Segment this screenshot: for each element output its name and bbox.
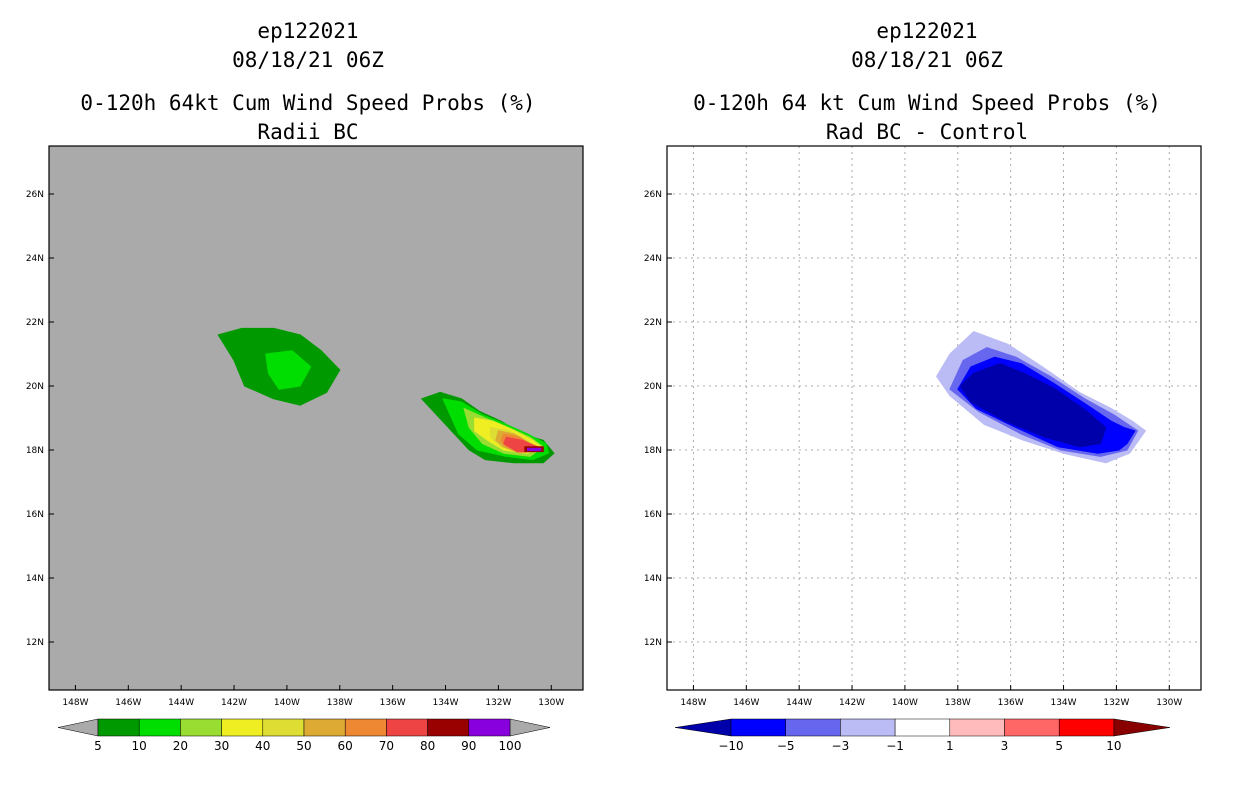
header-line-2: 08/18/21 06Z (232, 48, 384, 72)
y-tick-label: 16N (644, 510, 662, 520)
colorbar-swatch (180, 718, 222, 737)
x-tick-label: 144W (168, 698, 194, 708)
colorbar-label: −1 (886, 739, 904, 753)
header-line-2: 08/18/21 06Z (851, 48, 1003, 72)
panel-left: ep122021 08/18/21 06Z 0-120h 64kt Cum Wi… (26, 19, 584, 753)
plot-frame (48, 145, 584, 691)
colorbar-label: −3 (832, 739, 850, 753)
colorbar-label: 90 (461, 739, 476, 753)
chart-title: 0-120h 64kt Cum Wind Speed Probs (%) (80, 91, 535, 115)
x-tick-label: 130W (1156, 698, 1182, 708)
colorbar-swatch (262, 718, 305, 737)
colorbar-swatch (303, 718, 346, 737)
colorbar-swatch (468, 718, 511, 737)
y-tick-label: 14N (644, 574, 662, 584)
chart-subtitle: Radii BC (257, 120, 358, 144)
chart-subtitle: Rad BC - Control (826, 120, 1028, 144)
colorbar-swatch (840, 718, 896, 737)
colorbar: −10 −5 −3 −1 1 3 5 10 (674, 718, 1170, 753)
plot-background (49, 146, 583, 690)
x-tick-label: 136W (998, 698, 1024, 708)
x-tick-label: 134W (432, 698, 458, 708)
colorbar-swatch (427, 718, 470, 737)
colorbar-end-triangle (674, 718, 732, 737)
y-tick-label: 26N (26, 190, 44, 200)
y-tick-label: 12N (26, 638, 44, 648)
x-tick-label: 140W (892, 698, 918, 708)
colorbar-label: 3 (1001, 739, 1009, 753)
x-tick-label: 138W (327, 698, 353, 708)
y-tick-label: 16N (26, 510, 44, 520)
colorbar-label: 70 (379, 739, 394, 753)
contour-region (959, 363, 1107, 448)
contour-region (265, 350, 312, 390)
header-line-1: ep122021 (257, 19, 358, 43)
y-tick-label: 24N (644, 254, 662, 264)
x-tick-label: 140W (274, 698, 300, 708)
x-tick-label: 138W (945, 698, 971, 708)
x-tick-label: 130W (538, 698, 564, 708)
x-tick-label: 148W (62, 698, 88, 708)
colorbar-label: 5 (1055, 739, 1063, 753)
colorbar-swatch (1004, 718, 1060, 737)
y-tick-label: 22N (644, 318, 662, 328)
y-tick-label: 26N (644, 190, 662, 200)
colorbar-label: 60 (338, 739, 353, 753)
colorbar-end-triangle (1113, 718, 1170, 737)
colorbar-label: −10 (718, 739, 743, 753)
colorbar-swatch (221, 718, 264, 737)
y-tick-label: 20N (644, 382, 662, 392)
y-tick-label: 20N (26, 382, 44, 392)
y-tick-label: 18N (644, 446, 662, 456)
x-tick-label: 134W (1050, 698, 1076, 708)
header-line-1: ep122021 (876, 19, 977, 43)
colorbar-label: 30 (214, 739, 229, 753)
contour-region (527, 447, 542, 452)
colorbar-label: 5 (94, 739, 102, 753)
colorbar-swatch (138, 718, 181, 737)
x-tick-label: 132W (1103, 698, 1129, 708)
colorbar-swatch (894, 718, 951, 737)
colorbar-swatch (785, 718, 841, 737)
x-tick-label: 148W (680, 698, 706, 708)
colorbar-swatch (1058, 718, 1115, 737)
y-tick-label: 12N (644, 638, 662, 648)
y-tick-label: 22N (26, 318, 44, 328)
colorbar-label: 80 (420, 739, 435, 753)
colorbar-label: 1 (946, 739, 954, 753)
colorbar: 5 10 20 30 40 50 60 70 80 90 100 (57, 718, 551, 753)
x-tick-label: 144W (786, 698, 812, 708)
colorbar-label: 20 (173, 739, 188, 753)
colorbar-label: 50 (296, 739, 311, 753)
plot-frame (666, 145, 1202, 691)
y-tick-label: 18N (26, 446, 44, 456)
colorbar-end-triangle (57, 718, 99, 737)
y-tick-label: 14N (26, 574, 44, 584)
x-tick-label: 132W (485, 698, 511, 708)
colorbar-label: −5 (777, 739, 795, 753)
colorbar-swatch (344, 718, 387, 737)
colorbar-label: 40 (255, 739, 270, 753)
colorbar-swatch (949, 718, 1005, 737)
x-tick-label: 146W (115, 698, 141, 708)
x-tick-label: 142W (839, 698, 865, 708)
contour-regions (936, 331, 1146, 464)
axes: 148W 146W 144W 142W 140W 138W 136W 134W 132W 130W… (26, 190, 565, 708)
contour-regions (217, 327, 555, 464)
x-tick-label: 146W (733, 698, 759, 708)
x-tick-label: 136W (380, 698, 406, 708)
chart-title: 0-120h 64 kt Cum Wind Speed Probs (%) (693, 91, 1161, 115)
x-tick-label: 142W (221, 698, 247, 708)
colorbar-swatch (97, 718, 140, 737)
colorbar-label: 100 (499, 739, 522, 753)
y-tick-label: 24N (26, 254, 44, 264)
axes: 148W 146W 144W 142W 140W 138W 136W 134W 132W 130W… (644, 190, 1183, 708)
colorbar-swatch (386, 718, 428, 737)
panel-right: ep122021 08/18/21 06Z 0-120h 64 kt Cum W… (644, 19, 1202, 753)
colorbar-end-triangle (509, 718, 551, 737)
colorbar-label: 10 (132, 739, 147, 753)
colorbar-swatch (730, 718, 786, 737)
colorbar-label: 10 (1106, 739, 1121, 753)
